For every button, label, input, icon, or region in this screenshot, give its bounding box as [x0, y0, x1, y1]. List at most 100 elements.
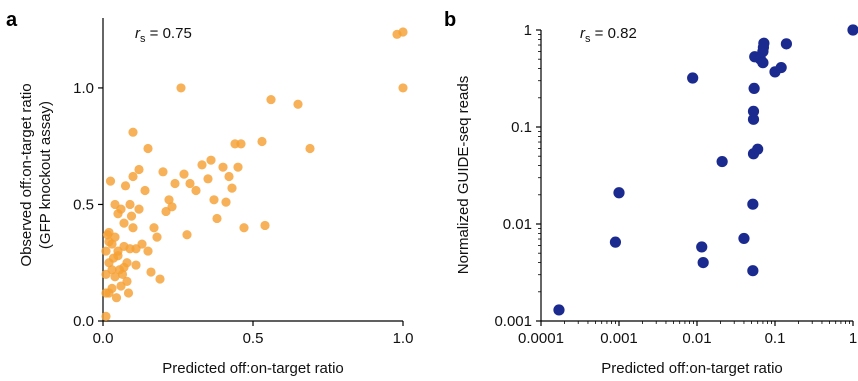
panel-a-data-point: [203, 174, 213, 184]
panel-a-data-point: [221, 197, 231, 207]
panel-a-data-point: [206, 155, 216, 165]
panel-b-data-point: [780, 38, 792, 50]
panel-a-data-point: [398, 83, 408, 93]
panel-b-data-point: [697, 257, 709, 269]
panel-a-data-point: [125, 199, 135, 210]
panel-b-data-point: [553, 304, 565, 316]
panel-a-r-subscript: s: [140, 33, 146, 45]
panel-a-data-point: [119, 218, 129, 228]
panel-a-data-point: [233, 162, 243, 172]
panel-a-axes: 0.0 0.5 1.0 0.0 0.5 1.0: [73, 18, 413, 347]
panel-a-data-point: [134, 164, 144, 175]
panel-a-data-point: [212, 213, 222, 224]
panel-a-data-point: [117, 269, 128, 279]
panel-a-data-point: [137, 239, 147, 249]
panel-b-x-tick-label: 0.01: [682, 330, 711, 347]
panel-a-data-point: [120, 181, 131, 191]
panel-a-r: r: [135, 25, 141, 42]
panel-a-data-point: [143, 246, 153, 256]
panel-b-x-tick-label: 0.0001: [518, 330, 564, 347]
panel-b-data-point: [747, 198, 759, 210]
panel-a-correlation: rs = 0.75: [135, 25, 192, 45]
panel-b-x-tick-label: 1: [849, 330, 857, 347]
panel-a-data-point: [122, 258, 132, 268]
panel-a-data-point: [398, 27, 408, 37]
panel-a-data-point: [224, 171, 234, 182]
panel-a-data-point: [218, 162, 228, 172]
panel-b-x-tick-label: 0.1: [765, 330, 786, 347]
panel-b-data-point: [747, 105, 760, 117]
panel-a-data-point: [140, 185, 150, 196]
panel-a-data-point: [185, 178, 195, 189]
panel-a-data-point: [105, 176, 116, 186]
panel-a-y-axis-label: Observed off:on-target ratio (GFP knockou…: [18, 83, 54, 266]
panel-a-data-point: [143, 143, 153, 154]
panel-a-data-point: [239, 223, 249, 233]
panel-a-data-point: [146, 267, 156, 277]
panel-a-data-point: [152, 232, 162, 242]
panel-a-data-point: [107, 283, 117, 293]
panel-b-data-point: [747, 265, 759, 277]
panel-b-letter: b: [444, 9, 456, 31]
panel-b-data-point: [748, 82, 760, 94]
panel-b-x-tick-label: 0.001: [600, 330, 638, 347]
panel-a-x-tick-label: 0.5: [243, 330, 264, 347]
panel-b-r-value: = 0.82: [591, 25, 637, 42]
panel-a-data-point: [191, 185, 201, 196]
panel-a-data-point: [134, 204, 144, 214]
panel-a-y-label-line-2: (GFP knockout assay): [37, 101, 54, 249]
panel-a-data-point: [128, 127, 138, 137]
panel-b-x-axis-label: Predicted off:on-target ratio: [601, 360, 783, 377]
panel-a-y-tick-label: 0.5: [73, 196, 94, 213]
panel-a-y-label-line-1: Observed off:on-target ratio: [18, 83, 35, 266]
panel-a-r-value: = 0.75: [146, 25, 192, 42]
panel-a-data-point: [155, 274, 165, 284]
panel-a: a rs = 0.75 Predicted off:on-target rati…: [6, 9, 413, 377]
panel-a-data-point: [236, 139, 246, 149]
panel-a-data-point: [149, 223, 159, 233]
panel-a-x-axis-label: Predicted off:on-target ratio: [162, 360, 344, 377]
panel-a-data-point: [126, 211, 137, 221]
panel-a-data-point: [101, 246, 111, 256]
panel-a-x-tick-label: 0.0: [93, 330, 114, 347]
panel-a-data-point: [128, 171, 138, 182]
panel-a-data-point: [209, 195, 219, 205]
panel-b-y-tick-label: 0.001: [494, 313, 532, 330]
panel-a-data-point: [101, 311, 111, 321]
panel-b-r: r: [580, 25, 586, 42]
panel-a-data-point: [176, 83, 186, 93]
panel-b-data-point: [609, 236, 622, 248]
panel-a-data-point: [164, 195, 174, 205]
panel-a-data-point: [167, 202, 177, 212]
panel-b-data-point: [752, 143, 764, 155]
panel-a-points: [101, 27, 408, 321]
panel-a-y-tick-label: 0.0: [73, 313, 94, 330]
panel-a-data-point: [182, 230, 192, 240]
panel-b-data-point: [687, 72, 699, 84]
panel-a-data-point: [158, 167, 168, 177]
panel-a-letter: a: [6, 9, 18, 31]
panel-a-data-point: [131, 260, 141, 270]
panel-a-data-point: [266, 94, 276, 105]
panel-b: b rs = 0.82 Predicted off:on-target rati…: [444, 9, 858, 377]
panel-a-data-point: [179, 169, 189, 179]
panel-a-data-point: [170, 178, 180, 189]
panel-a-data-point: [197, 160, 207, 170]
panel-a-data-point: [123, 288, 134, 298]
panel-b-data-point: [716, 155, 728, 168]
panel-a-data-point: [128, 223, 138, 233]
panel-a-data-point: [116, 204, 126, 214]
panel-b-r-subscript: s: [585, 33, 591, 45]
panel-b-data-point: [758, 37, 770, 49]
panel-b-data-point: [613, 187, 625, 199]
panel-a-data-point: [293, 99, 303, 109]
panel-a-data-point: [260, 220, 270, 231]
panel-a-y-tick-label: 1.0: [73, 80, 94, 97]
panel-b-data-point: [747, 113, 760, 125]
panel-b-y-tick-label: 0.1: [511, 119, 532, 136]
panel-b-data-point: [757, 57, 769, 69]
panel-a-data-point: [227, 183, 237, 193]
panel-a-data-point: [110, 232, 120, 242]
